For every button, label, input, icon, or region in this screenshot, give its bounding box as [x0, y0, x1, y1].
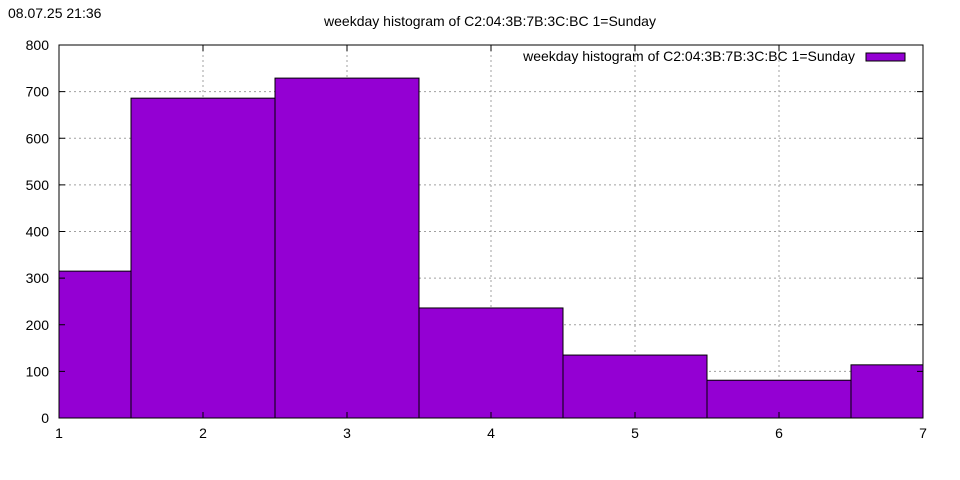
y-tick-label: 200: [26, 317, 50, 333]
y-tick-label: 500: [26, 177, 50, 193]
y-tick-label: 800: [26, 37, 50, 53]
legend-swatch: [865, 52, 906, 62]
y-tick-label: 600: [26, 130, 50, 146]
legend: weekday histogram of C2:04:3B:7B:3C:BC 1…: [522, 48, 906, 64]
ticks: [58, 44, 924, 419]
x-tick-label: 2: [199, 425, 207, 441]
bar: [562, 354, 708, 419]
timestamp: 08.07.25 21:36: [8, 5, 102, 21]
x-tick-label: 5: [631, 425, 639, 441]
bar: [274, 77, 420, 419]
bar: [418, 307, 564, 419]
x-tick-label: 7: [919, 425, 927, 441]
bar: [850, 364, 924, 419]
y-tick-label: 100: [26, 363, 50, 379]
legend-label: weekday histogram of C2:04:3B:7B:3C:BC 1…: [522, 48, 855, 64]
x-tick-label: 4: [487, 425, 495, 441]
chart-title: weekday histogram of C2:04:3B:7B:3C:BC 1…: [323, 13, 656, 29]
y-tick-label: 300: [26, 270, 50, 286]
x-tick-label: 1: [55, 425, 63, 441]
y-tick-label: 400: [26, 224, 50, 240]
bar: [58, 270, 132, 419]
y-tick-label: 0: [41, 410, 49, 426]
bars: [58, 77, 924, 419]
y-tick-label: 700: [26, 84, 50, 100]
x-tick-labels: 1 2 3 4 5 6 7: [55, 425, 927, 441]
x-tick-label: 6: [775, 425, 783, 441]
x-tick-label: 3: [343, 425, 351, 441]
bar: [706, 379, 852, 419]
bar: [130, 97, 276, 419]
y-tick-labels: 0 100 200 300 400 500 600 700 800: [26, 37, 50, 426]
